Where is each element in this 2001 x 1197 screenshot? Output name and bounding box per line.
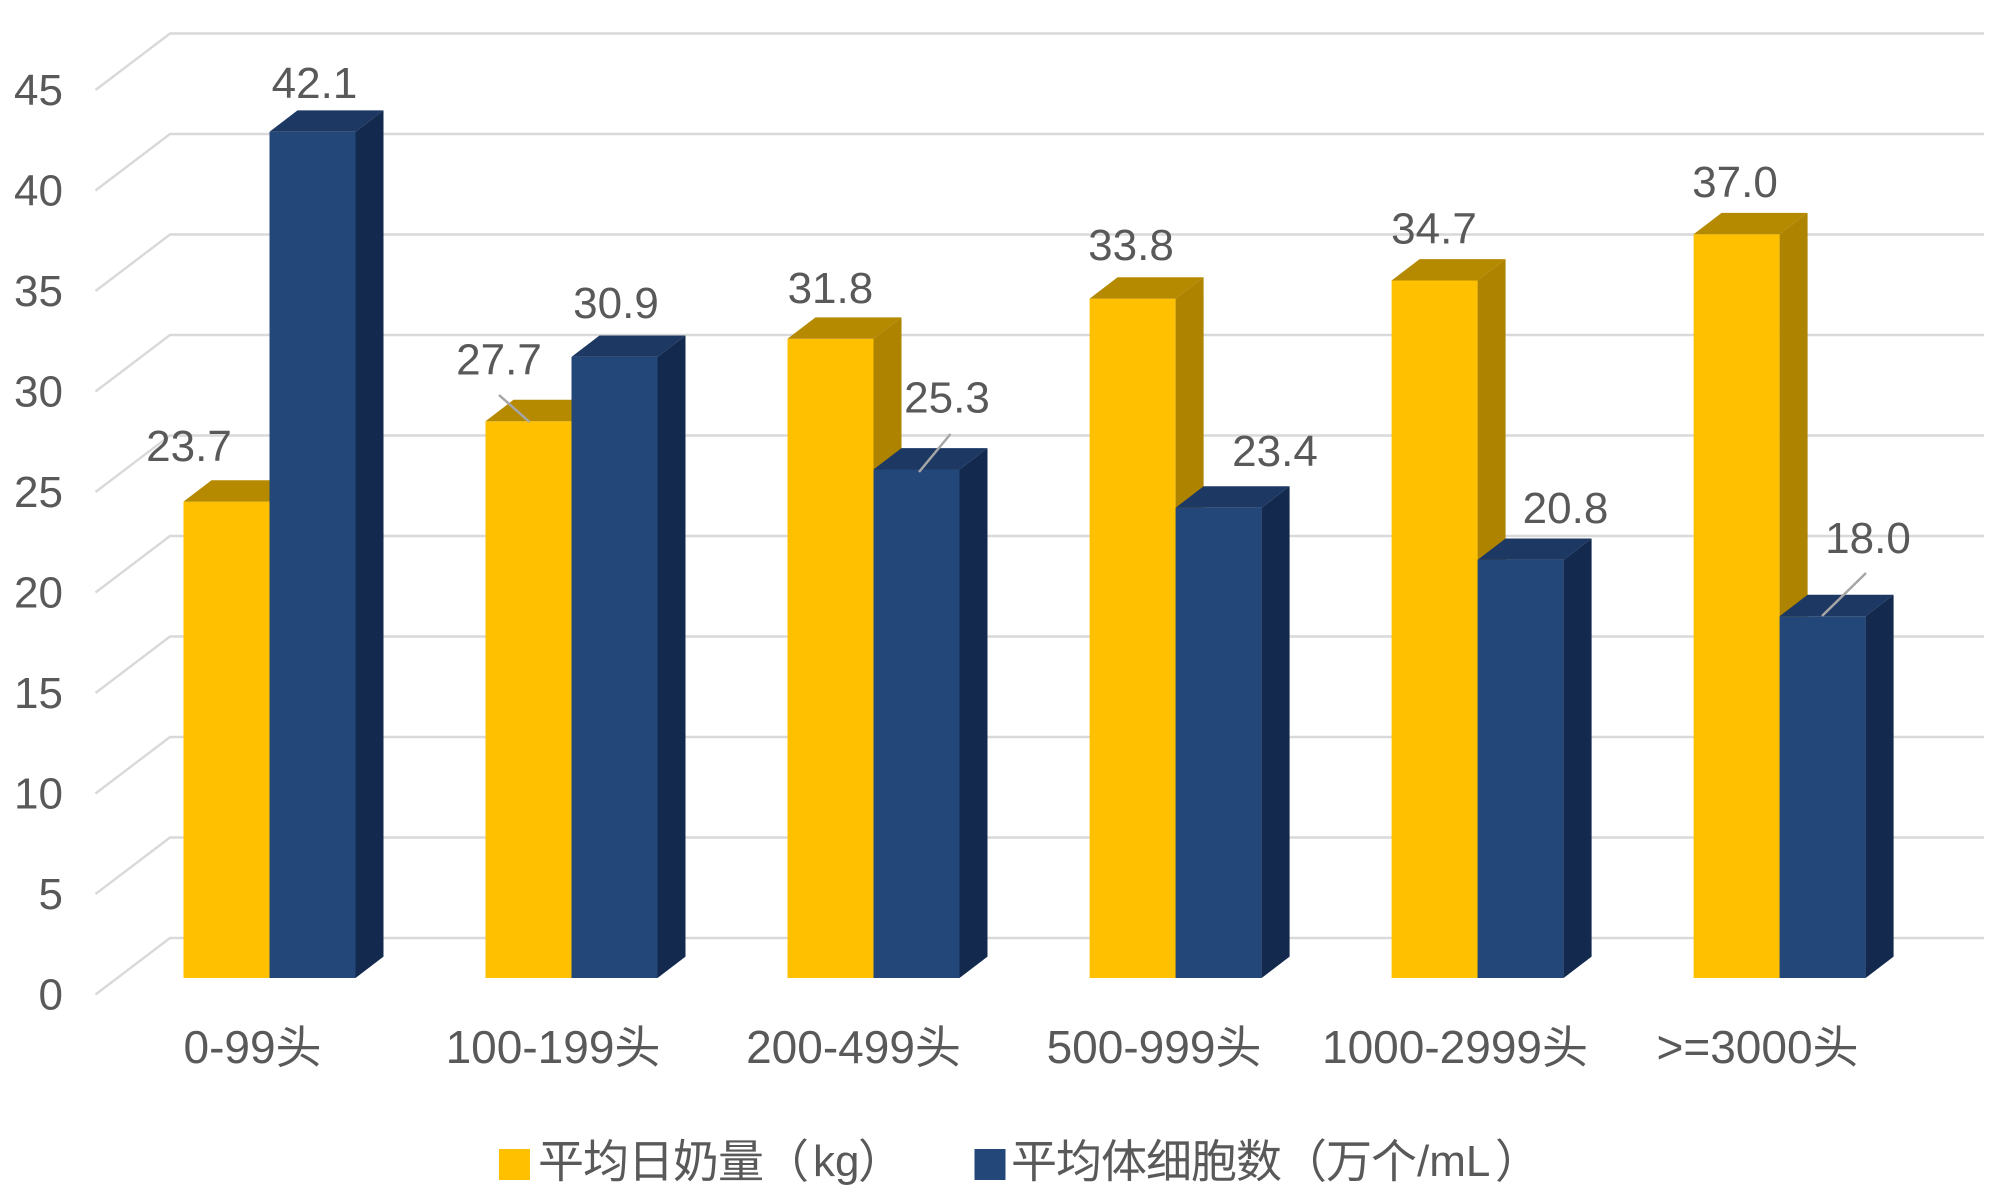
svg-text:45: 45 — [14, 66, 63, 115]
svg-text:15: 15 — [14, 669, 63, 718]
svg-text:>=3000: >=3000 — [1657, 1021, 1813, 1073]
svg-text:100-199: 100-199 — [446, 1021, 615, 1073]
svg-text:500-999: 500-999 — [1047, 1021, 1216, 1073]
svg-text:34.7: 34.7 — [1391, 205, 1477, 254]
svg-text:10: 10 — [14, 770, 63, 819]
svg-text:23.4: 23.4 — [1232, 427, 1318, 476]
svg-text:0-99: 0-99 — [184, 1021, 276, 1073]
svg-text:18.0: 18.0 — [1825, 514, 1911, 563]
svg-text:27.7: 27.7 — [456, 336, 542, 385]
svg-text:40: 40 — [14, 167, 63, 216]
svg-text:/mL: /mL — [1417, 1137, 1490, 1186]
svg-text:31.8: 31.8 — [788, 264, 874, 313]
svg-text:23.7: 23.7 — [146, 422, 232, 471]
svg-text:33.8: 33.8 — [1088, 221, 1174, 270]
svg-text:5: 5 — [39, 870, 63, 919]
svg-text:25.3: 25.3 — [904, 374, 990, 423]
svg-text:20: 20 — [14, 569, 63, 618]
svg-text:200-499: 200-499 — [746, 1021, 915, 1073]
svg-text:0: 0 — [39, 971, 63, 1020]
svg-text:1000-2999: 1000-2999 — [1322, 1021, 1542, 1073]
svg-text:35: 35 — [14, 267, 63, 316]
svg-text:20.8: 20.8 — [1523, 484, 1609, 533]
svg-text:kg: kg — [813, 1137, 859, 1186]
svg-text:30.9: 30.9 — [573, 279, 659, 328]
svg-text:37.0: 37.0 — [1692, 158, 1778, 207]
svg-text:30: 30 — [14, 368, 63, 417]
svg-text:42.1: 42.1 — [272, 59, 358, 108]
svg-text:25: 25 — [14, 468, 63, 517]
